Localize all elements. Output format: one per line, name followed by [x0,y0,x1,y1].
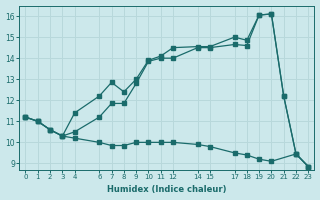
X-axis label: Humidex (Indice chaleur): Humidex (Indice chaleur) [107,185,227,194]
